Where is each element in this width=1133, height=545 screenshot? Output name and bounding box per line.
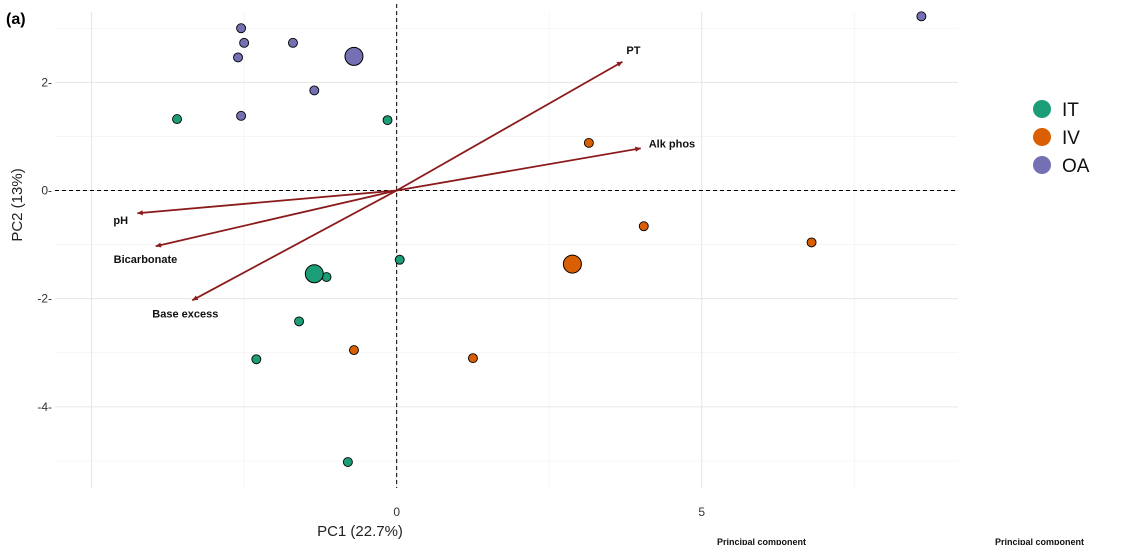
data-point-it bbox=[172, 114, 182, 125]
loading-arrow bbox=[137, 189, 397, 215]
x-tick-label: 5 bbox=[698, 505, 705, 519]
data-point-oa bbox=[288, 37, 298, 48]
data-point-it bbox=[394, 254, 405, 265]
data-point-iv bbox=[583, 137, 594, 148]
major-gridlines bbox=[55, 12, 958, 488]
legend-label-oa: OA bbox=[1062, 156, 1090, 177]
y-tick-label: -4- bbox=[37, 400, 52, 414]
loading-arrow bbox=[155, 189, 397, 248]
loading-arrows bbox=[137, 60, 641, 302]
loading-label: Bicarbonate bbox=[114, 254, 178, 266]
data-point-it bbox=[294, 316, 305, 327]
loading-arrowhead bbox=[137, 210, 143, 216]
centroid-iv bbox=[562, 254, 582, 274]
data-point-oa bbox=[236, 110, 247, 121]
data-point-oa bbox=[309, 85, 320, 96]
data-point-oa bbox=[916, 11, 927, 22]
x-tick-label: 0 bbox=[393, 505, 400, 519]
data-point-it bbox=[251, 354, 262, 365]
data-point-iv bbox=[349, 345, 359, 356]
y-axis-ticks: 2- 0- -2- -4- bbox=[37, 75, 52, 414]
loading-label: pH bbox=[113, 215, 128, 227]
data-point-oa bbox=[233, 52, 243, 63]
y-axis-title: PC2 (13%) bbox=[9, 168, 26, 241]
loading-arrow bbox=[396, 60, 623, 192]
loading-arrow bbox=[396, 147, 641, 192]
cropped-caption-left: Principal component bbox=[717, 537, 806, 545]
y-tick-label: 0- bbox=[41, 184, 52, 198]
legend-key-it bbox=[1033, 100, 1051, 118]
loading-arrowhead bbox=[192, 295, 199, 301]
data-point-iv bbox=[638, 221, 649, 232]
data-point-it bbox=[382, 115, 393, 126]
data-point-it bbox=[342, 457, 353, 467]
legend: IT IV OA bbox=[1033, 100, 1090, 177]
legend-label-it: IT bbox=[1062, 100, 1079, 121]
loading-arrowhead bbox=[155, 242, 162, 248]
x-axis-title: PC1 (22.7%) bbox=[317, 523, 403, 540]
loading-label: Base excess bbox=[152, 308, 218, 320]
reference-lines bbox=[55, 4, 958, 488]
minor-gridlines bbox=[55, 12, 958, 488]
plot-panel: PT Alk phos pH Bicarbonate Base excess bbox=[55, 4, 958, 488]
panel-label: (a) bbox=[6, 11, 26, 28]
data-point-oa bbox=[236, 23, 247, 34]
data-point-oa bbox=[239, 37, 250, 48]
data-point-iv bbox=[806, 237, 817, 248]
loading-label: Alk phos bbox=[649, 138, 695, 150]
centroid-oa bbox=[344, 46, 364, 66]
legend-key-iv bbox=[1033, 128, 1051, 146]
loading-arrowhead bbox=[634, 146, 641, 152]
cropped-caption-right: Principal component bbox=[995, 537, 1084, 545]
legend-key-oa bbox=[1033, 156, 1051, 174]
y-tick-label: 2- bbox=[41, 75, 52, 89]
data-point-iv bbox=[467, 353, 478, 364]
loading-arrowhead bbox=[616, 61, 623, 67]
legend-label-iv: IV bbox=[1062, 128, 1080, 149]
loading-labels: PT Alk phos pH Bicarbonate Base excess bbox=[113, 45, 695, 321]
sample-points bbox=[172, 11, 927, 467]
loading-label: PT bbox=[626, 45, 640, 57]
y-tick-label: -2- bbox=[37, 292, 52, 306]
loading-arrow bbox=[191, 189, 398, 302]
centroid-it bbox=[304, 264, 324, 284]
